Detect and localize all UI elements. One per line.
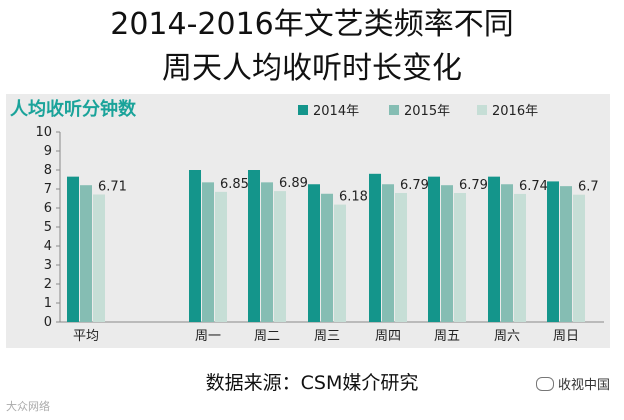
chart-title-line2: 周天人均收听时长变化	[162, 51, 462, 86]
bar-2014-3	[308, 184, 320, 322]
legend-swatch-2	[477, 105, 487, 115]
bar-2016-6	[514, 193, 526, 322]
bar-2014-4	[369, 173, 381, 322]
data-label: 6.7	[578, 180, 599, 195]
bar-2014-6	[488, 176, 500, 322]
y-tick-label: 9	[44, 144, 52, 159]
x-tick-label: 周六	[494, 329, 520, 344]
x-tick-label: 周一	[195, 329, 221, 344]
data-label: 6.79	[459, 178, 488, 193]
bar-2014-5	[428, 176, 440, 322]
bar-2015-2	[261, 182, 273, 322]
bar-2016-0	[93, 194, 105, 322]
y-tick-label: 4	[44, 239, 52, 254]
bar-2015-6	[501, 184, 513, 322]
legend-label-1: 2015年	[404, 104, 450, 119]
y-tick-label: 0	[44, 315, 52, 330]
data-label: 6.71	[98, 180, 127, 195]
chat-icon	[535, 377, 554, 391]
y-tick-label: 7	[44, 182, 52, 197]
y-tick-label: 3	[44, 258, 52, 273]
bar-2015-0	[80, 185, 92, 322]
data-label: 6.74	[519, 179, 548, 194]
y-tick-label: 8	[44, 163, 52, 178]
data-label: 6.89	[279, 176, 308, 191]
x-tick-label: 平均	[73, 329, 99, 344]
bar-2014-0	[67, 176, 79, 322]
x-tick-label: 周五	[434, 329, 460, 344]
watermark-right-text: 收视中国	[557, 378, 610, 393]
y-tick-label: 6	[44, 201, 52, 216]
legend-label-0: 2014年	[313, 104, 359, 119]
data-label: 6.18	[339, 190, 368, 205]
bar-2015-3	[321, 193, 333, 322]
y-tick-label: 2	[44, 277, 52, 292]
bar-2016-2	[274, 191, 286, 322]
y-axis-label: 人均收听分钟数	[10, 99, 136, 120]
y-tick-label: 1	[44, 296, 52, 311]
bar-2015-4	[382, 184, 394, 322]
bar-2016-5	[454, 192, 466, 322]
legend-swatch-1	[389, 105, 399, 115]
x-tick-label: 周四	[375, 329, 401, 344]
bar-2014-2	[248, 170, 260, 322]
bar-2016-7	[573, 194, 585, 322]
bar-2016-3	[334, 204, 346, 322]
x-tick-label: 周三	[314, 329, 340, 344]
watermark-right: 收视中国	[535, 374, 610, 393]
y-tick-label: 5	[44, 220, 52, 235]
bar-2015-7	[560, 186, 572, 322]
data-source: 数据来源：CSM媒介研究	[205, 372, 419, 394]
bar-2015-1	[202, 182, 214, 322]
x-tick-label: 周二	[254, 329, 280, 344]
chart-title-line1: 2014-2016年文艺类频率不同	[110, 7, 514, 42]
bar-2016-1	[215, 191, 227, 322]
bar-2014-7	[547, 181, 559, 322]
bar-2016-4	[395, 192, 407, 322]
y-tick-label: 10	[35, 125, 52, 140]
x-tick-label: 周日	[553, 329, 579, 344]
legend-swatch-0	[298, 105, 308, 115]
legend-label-2: 2016年	[492, 104, 538, 119]
bar-2014-1	[189, 170, 201, 322]
watermark-left: 大众网络	[6, 400, 50, 413]
data-label: 6.79	[400, 178, 429, 193]
data-label: 6.85	[220, 177, 249, 192]
bar-2015-5	[441, 185, 453, 322]
